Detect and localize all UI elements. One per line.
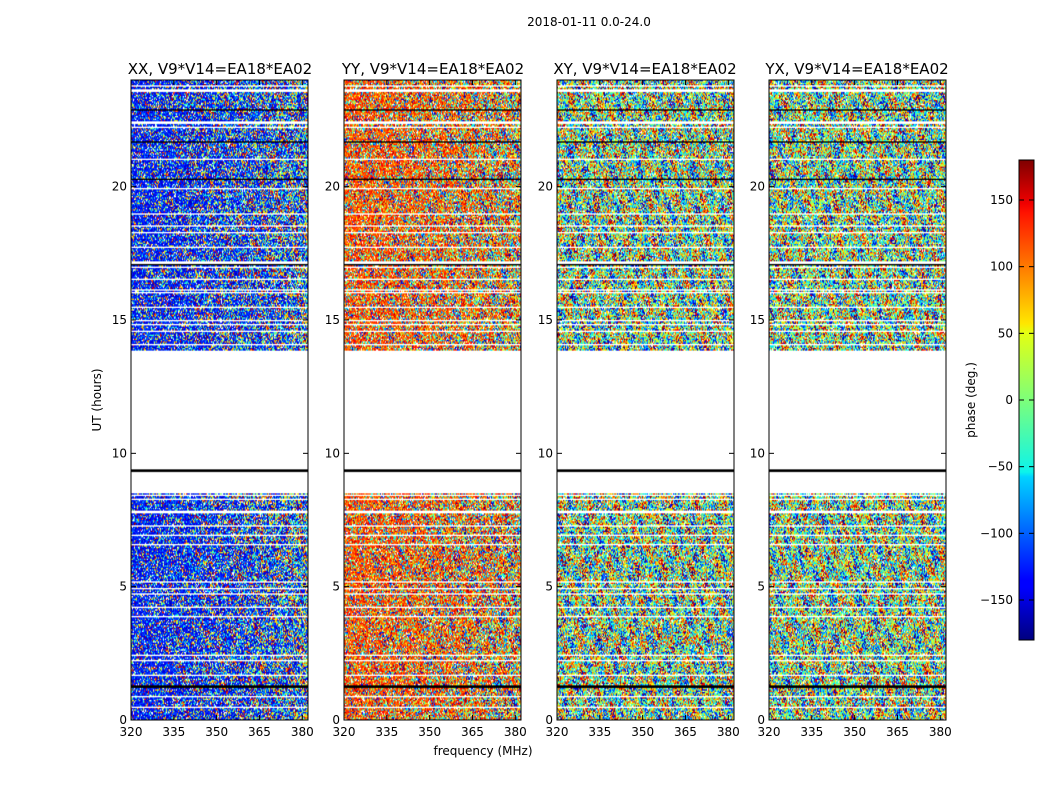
y-tick-label: 15 bbox=[750, 313, 765, 327]
y-tick-label: 15 bbox=[538, 313, 553, 327]
panel-title-yx: YX, V9*V14=EA18*EA02 bbox=[764, 60, 948, 78]
heatmap-xy bbox=[557, 80, 734, 720]
y-tick-label: 20 bbox=[112, 180, 127, 194]
y-tick-label: 20 bbox=[750, 180, 765, 194]
panel-frame-yx bbox=[768, 79, 947, 721]
colorbar-tick-label: 150 bbox=[990, 193, 1013, 207]
figure-suptitle: 2018-01-11 0.0-24.0 bbox=[527, 15, 651, 29]
heatmap-xx bbox=[131, 80, 308, 720]
colorbar-tick-label: 100 bbox=[990, 260, 1013, 274]
x-tick-label: 365 bbox=[461, 725, 484, 739]
x-tick-label: 350 bbox=[631, 725, 654, 739]
colorbar-tick-label: −100 bbox=[980, 526, 1013, 540]
panel-xy: XY, V9*V14=EA18*EA02 320 335 350 365 380 0 5 10… bbox=[538, 60, 740, 739]
panel-title-xy: XY, V9*V14=EA18*EA02 bbox=[553, 60, 736, 78]
panel-frame-xx bbox=[130, 79, 309, 721]
panel-frame-xy bbox=[556, 79, 735, 721]
panel-xx: XX, V9*V14=EA18*EA02 320 335 350 365 380 0 5 10… bbox=[112, 60, 314, 739]
colorbar-tick-label: 50 bbox=[998, 326, 1013, 340]
y-tick-label: 15 bbox=[112, 313, 127, 327]
panel-frame-yy bbox=[343, 79, 522, 721]
x-tick-label: 350 bbox=[205, 725, 228, 739]
x-tick-label: 380 bbox=[504, 725, 527, 739]
y-tick-label: 10 bbox=[112, 446, 127, 460]
x-tick-label: 320 bbox=[758, 725, 781, 739]
panel-title-xx: XX, V9*V14=EA18*EA02 bbox=[128, 60, 312, 78]
x-tick-label: 320 bbox=[120, 725, 143, 739]
x-tick-label: 380 bbox=[717, 725, 740, 739]
x-axis-label: frequency (MHz) bbox=[433, 744, 532, 758]
x-tick-label: 320 bbox=[333, 725, 356, 739]
heatmap-yy bbox=[344, 80, 521, 720]
x-tick-label: 350 bbox=[843, 725, 866, 739]
y-tick-label: 0 bbox=[545, 713, 553, 727]
colorbar: 150 100 50 0 −50 −100 −150 phase (deg.) bbox=[964, 159, 1035, 641]
x-tick-label: 350 bbox=[418, 725, 441, 739]
y-tick-label: 5 bbox=[332, 580, 340, 594]
panel-yx: YX, V9*V14=EA18*EA02 320 335 350 365 380 0 5 10… bbox=[750, 60, 952, 739]
y-tick-label: 10 bbox=[538, 446, 553, 460]
x-tick-label: 365 bbox=[674, 725, 697, 739]
y-tick-label: 20 bbox=[538, 180, 553, 194]
colorbar-tick-label: −150 bbox=[980, 593, 1013, 607]
x-tick-label: 320 bbox=[546, 725, 569, 739]
y-tick-label: 10 bbox=[750, 446, 765, 460]
y-tick-label: 5 bbox=[545, 580, 553, 594]
x-tick-label: 335 bbox=[375, 725, 398, 739]
x-tick-label: 380 bbox=[929, 725, 952, 739]
x-tick-label: 365 bbox=[886, 725, 909, 739]
heatmap-yx bbox=[769, 80, 946, 720]
x-tick-label: 335 bbox=[800, 725, 823, 739]
y-tick-label: 5 bbox=[757, 580, 765, 594]
y-tick-label: 5 bbox=[119, 580, 127, 594]
y-tick-label: 20 bbox=[325, 180, 340, 194]
panel-title-yy: YY, V9*V14=EA18*EA02 bbox=[341, 60, 524, 78]
x-tick-label: 335 bbox=[588, 725, 611, 739]
y-axis-label: UT (hours) bbox=[90, 368, 104, 431]
y-tick-label: 0 bbox=[332, 713, 340, 727]
y-tick-label: 0 bbox=[119, 713, 127, 727]
x-tick-label: 365 bbox=[248, 725, 271, 739]
panel-yy: YY, V9*V14=EA18*EA02 320 335 350 365 380 0 5 10… bbox=[325, 60, 527, 739]
y-tick-label: 0 bbox=[757, 713, 765, 727]
colorbar-tick-label: −50 bbox=[988, 460, 1013, 474]
colorbar-label: phase (deg.) bbox=[964, 362, 978, 438]
colorbar-tick-label: 0 bbox=[1005, 393, 1013, 407]
y-tick-label: 10 bbox=[325, 446, 340, 460]
y-tick-label: 15 bbox=[325, 313, 340, 327]
x-tick-label: 380 bbox=[291, 725, 314, 739]
x-tick-label: 335 bbox=[162, 725, 185, 739]
